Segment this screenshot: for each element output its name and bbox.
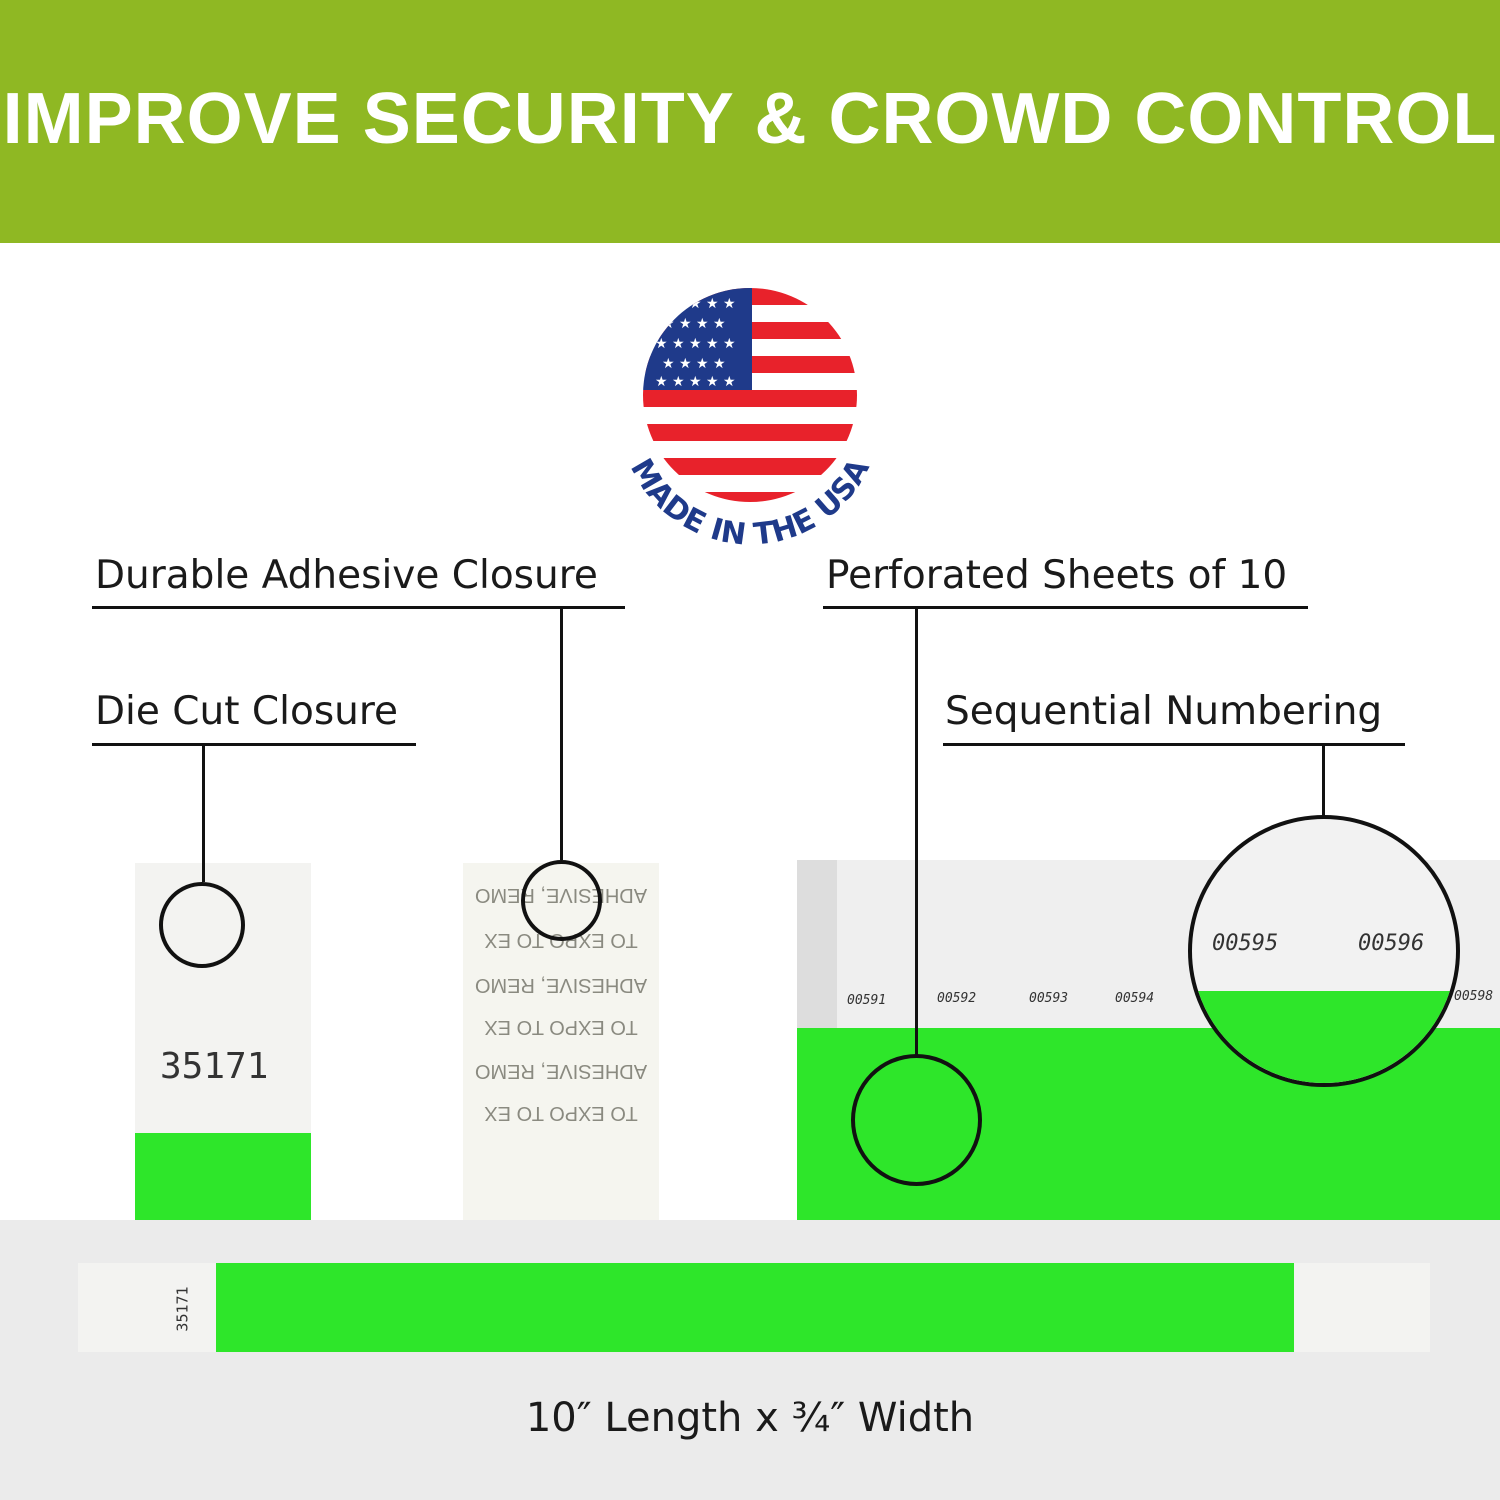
sequence-number: 00595 <box>1212 931 1279 956</box>
band-number: 35171 <box>173 1286 192 1332</box>
callout-durable-adhesive: Durable Adhesive Closure <box>95 553 598 598</box>
callout-circle <box>521 860 602 941</box>
liner-text: TO EXPO TO EX <box>484 1102 638 1124</box>
page-title: IMPROVE SECURITY & CROWD CONTROL <box>2 79 1498 159</box>
leader-line <box>1322 744 1325 816</box>
sequence-number: 00598 <box>1454 989 1494 1004</box>
leader-line <box>202 744 205 882</box>
size-caption: 10″ Length x ¾″ Width <box>525 1395 975 1441</box>
sequence-number: 00592 <box>937 991 977 1006</box>
sequential-zoom-circle: 00595 00596 <box>1188 815 1460 1087</box>
divider <box>92 606 625 609</box>
svg-text:★ ★ ★ ★: ★ ★ ★ ★ <box>662 316 726 332</box>
made-in-usa-badge: ★ ★ ★ ★ ★ ★ ★ ★ ★ ★ ★ ★ ★ ★ ★ ★ ★ ★ ★ ★ ★ … <box>623 288 877 550</box>
callout-perforated: Perforated Sheets of 10 <box>826 553 1288 598</box>
liner-text: ADHESIVE, REMO <box>474 974 648 996</box>
sequence-number: 00594 <box>1115 991 1155 1006</box>
leader-line <box>560 607 563 860</box>
callout-die-cut: Die Cut Closure <box>95 689 399 734</box>
liner-text: ADHESIVE, REMO <box>474 1060 648 1082</box>
band-number: 35171 <box>160 1046 269 1087</box>
svg-text:★ ★ ★ ★: ★ ★ ★ ★ <box>662 356 726 372</box>
svg-text:★ ★ ★ ★ ★: ★ ★ ★ ★ ★ <box>655 336 736 352</box>
callout-circle <box>159 882 245 968</box>
sequence-number: 00593 <box>1029 991 1069 1006</box>
callout-sequential: Sequential Numbering <box>945 689 1383 734</box>
svg-text:★ ★ ★ ★ ★: ★ ★ ★ ★ ★ <box>655 296 736 312</box>
svg-text:★ ★ ★ ★ ★: ★ ★ ★ ★ ★ <box>655 374 736 390</box>
bottom-panel <box>0 1220 1500 1500</box>
header-banner <box>0 0 1500 243</box>
full-band-green <box>216 1263 1294 1352</box>
divider <box>943 743 1405 746</box>
us-flag-icon: ★ ★ ★ ★ ★ ★ ★ ★ ★ ★ ★ ★ ★ ★ ★ ★ ★ ★ ★ ★ ★ … <box>643 288 857 502</box>
sequence-number: 00591 <box>847 993 887 1008</box>
zoom-green <box>1192 991 1456 1083</box>
callout-circle <box>851 1054 982 1186</box>
sequence-number: 00596 <box>1358 931 1425 956</box>
divider <box>92 743 416 746</box>
leader-line <box>915 607 918 1055</box>
divider <box>823 606 1308 609</box>
liner-text: TO EXPO TO EX <box>484 1016 638 1038</box>
band-green-section <box>135 1133 311 1220</box>
